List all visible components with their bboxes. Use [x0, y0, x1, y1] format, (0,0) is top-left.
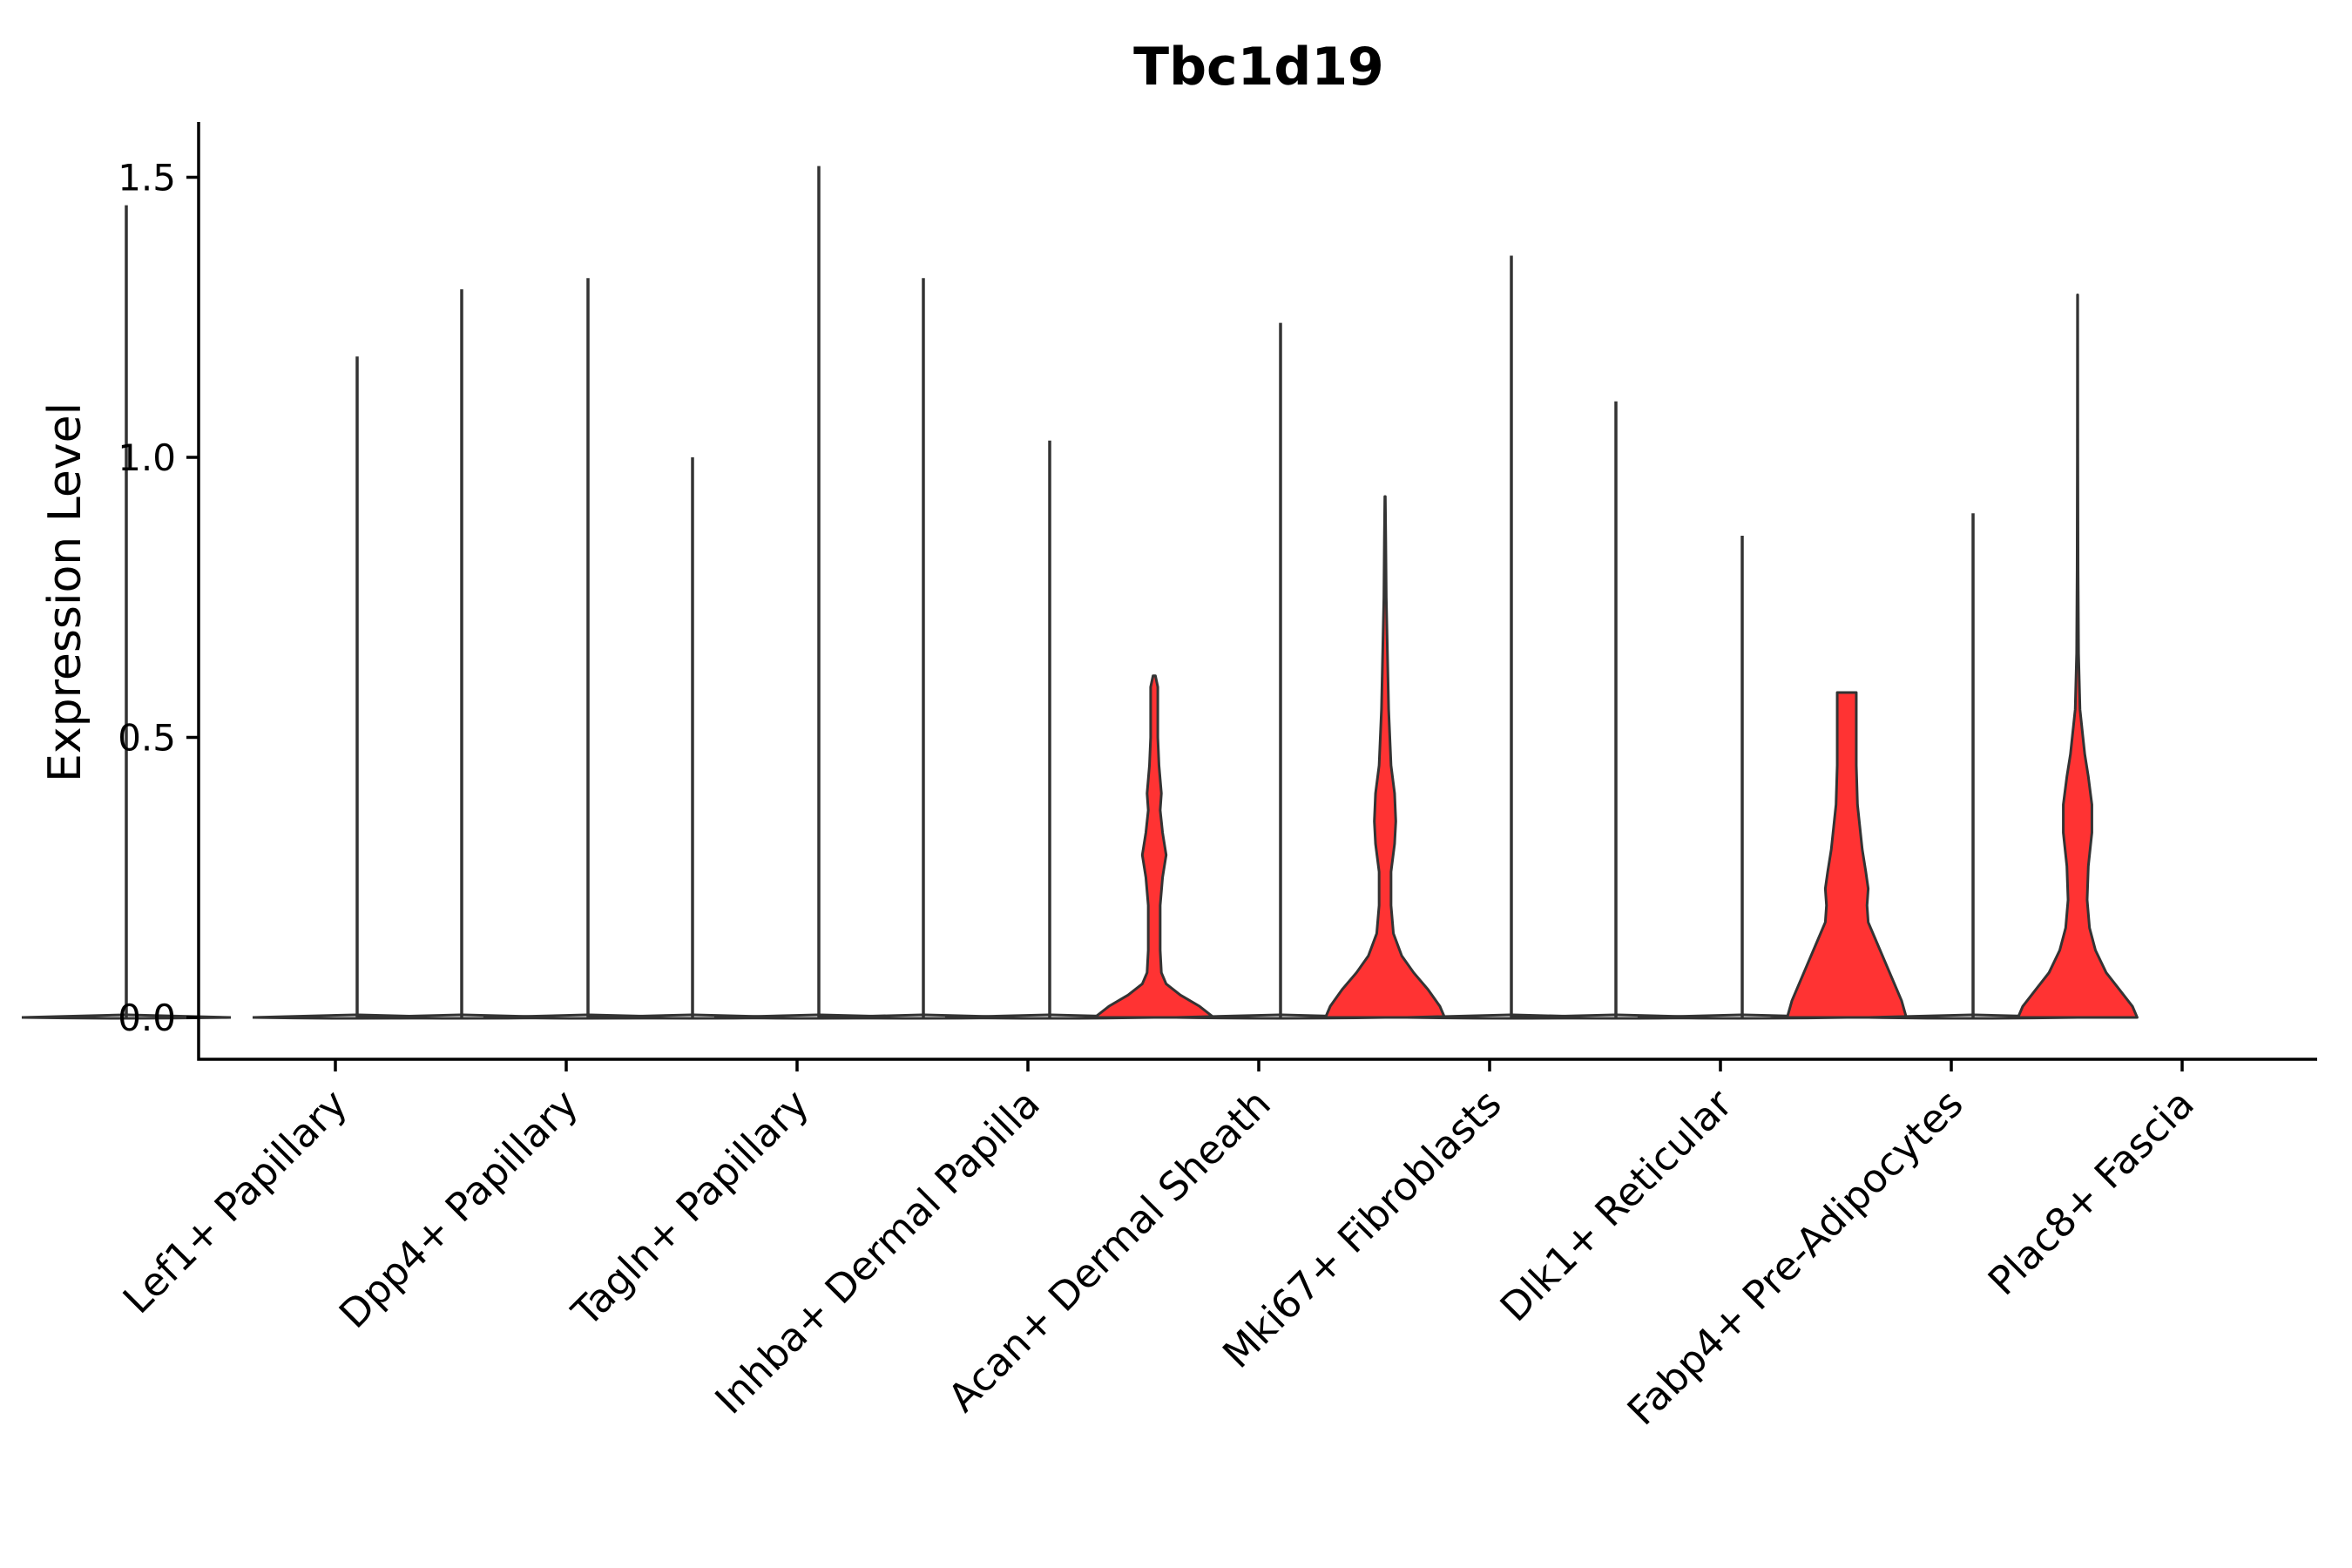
axis-lines: [197, 122, 2317, 1061]
y-tick-label: 0.0: [118, 997, 176, 1039]
x-tick-label: Dlk1+ Reticular: [1491, 1080, 1741, 1330]
violin-shape: [1093, 674, 1215, 1019]
y-axis: 0.0 0.5 1.0 1.5: [118, 122, 2317, 1061]
violin-shape: [1324, 495, 1446, 1019]
y-tick-label: 1.0: [118, 436, 176, 479]
violin-shape: [1786, 691, 1908, 1019]
x-tick-label: Plac8+ Fascia: [1979, 1080, 2203, 1304]
plot-area: [21, 166, 2139, 1020]
x-tick-label: Dpp4+ Papillary: [330, 1080, 587, 1337]
y-tick-label: 0.5: [118, 717, 176, 760]
y-tick-label: 1.5: [118, 157, 176, 199]
x-tick-label: Tagln+ Papillary: [563, 1080, 818, 1335]
y-axis-label: Expression Level: [39, 402, 91, 782]
chart-title: Tbc1d19: [1133, 37, 1384, 98]
violin-shape: [2017, 294, 2139, 1019]
x-tick-label: Lef1+ Papillary: [114, 1080, 356, 1322]
